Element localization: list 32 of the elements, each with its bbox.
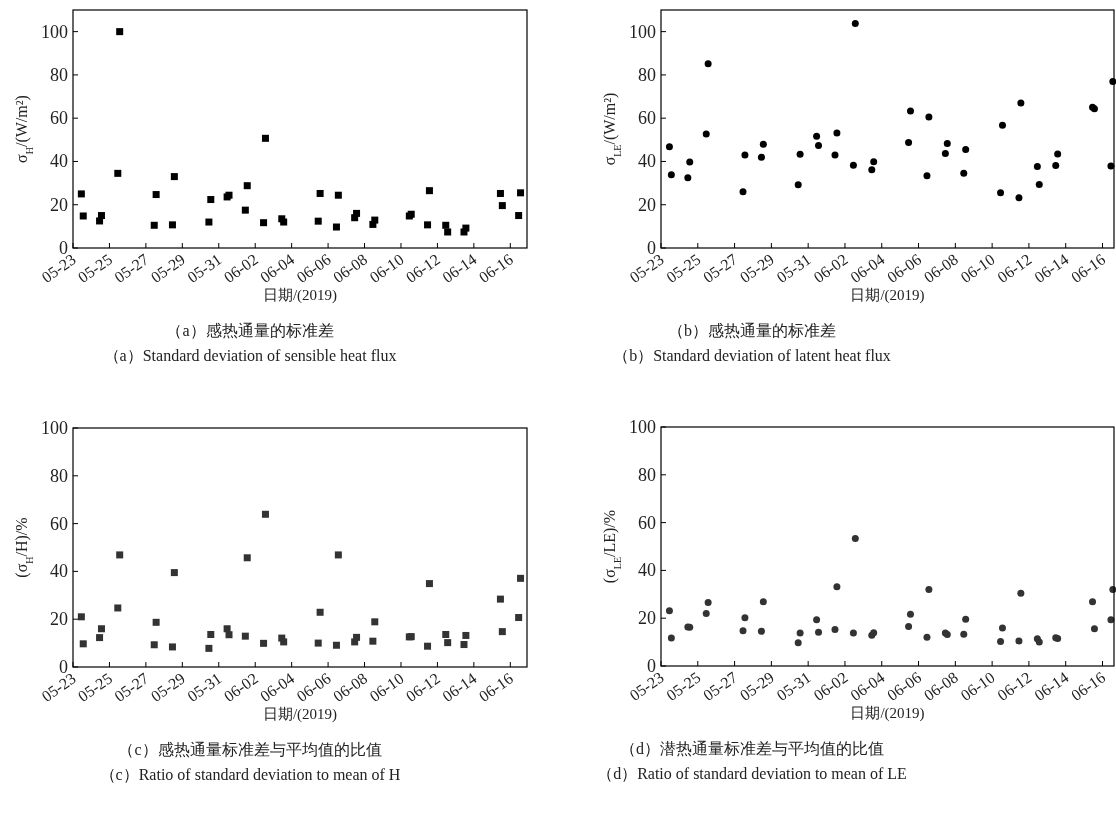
text: （b）感热通量的标准差 xyxy=(668,322,836,339)
x-axis-title: 日期/(2019) xyxy=(262,706,338,723)
y-tick-label: 80 xyxy=(638,64,656,85)
y-tick-label: 60 xyxy=(50,108,68,129)
y-tick-label: 80 xyxy=(638,464,656,485)
text: （c）Ratio of standard deviation to mean of H xyxy=(99,766,401,783)
text: （b）Standard deviation of latent heat flux xyxy=(613,347,891,364)
y-tick-label: 20 xyxy=(50,194,68,215)
y-tick-label: 100 xyxy=(629,417,656,437)
y-tick-label: 40 xyxy=(638,151,656,172)
y-tick-label: 60 xyxy=(638,108,656,129)
y-tick-label: 40 xyxy=(50,151,68,172)
text: （c）感热通量标准差与平均值的比值 xyxy=(118,741,382,758)
y-tick-label: 20 xyxy=(638,194,656,215)
x-axis-title: 日期/(2019) xyxy=(850,705,925,722)
y-tick-label: 80 xyxy=(50,465,68,486)
text: （d）潜热通量标准差与平均值的比值 xyxy=(620,740,884,757)
y-tick-label: 20 xyxy=(638,608,656,629)
y-tick-label: 40 xyxy=(638,560,656,581)
y-tick-label: 100 xyxy=(41,418,68,438)
x-axis-title: 日期/(2019) xyxy=(262,287,338,304)
y-tick-label: 100 xyxy=(41,21,68,42)
y-tick-label: 60 xyxy=(638,512,656,533)
y-tick-label: 40 xyxy=(50,561,68,582)
y-tick-label: 60 xyxy=(50,513,68,534)
y-tick-label: 20 xyxy=(50,609,68,630)
y-tick-label: 100 xyxy=(629,21,656,42)
text: （d）Ratio of standard deviation to mean of LE xyxy=(597,765,907,782)
x-axis-title: 日期/(2019) xyxy=(850,287,925,304)
text: （a）感热通量的标准差 xyxy=(166,322,334,339)
text: （a）Standard deviation of sensible heat flux xyxy=(103,347,397,364)
y-tick-label: 80 xyxy=(50,64,68,85)
